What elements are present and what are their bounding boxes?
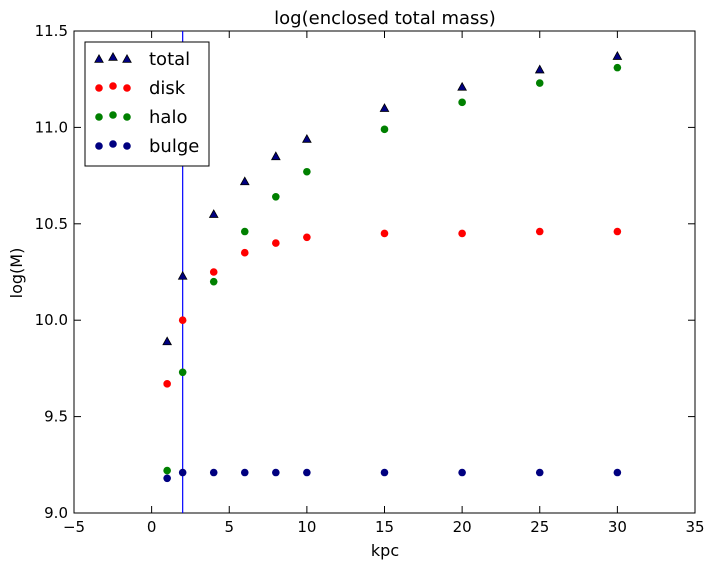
data-point-disk bbox=[303, 233, 311, 242]
y-tick-label: 10.0 bbox=[35, 311, 68, 329]
legend: total disk halo bulge bbox=[84, 41, 210, 167]
y-tick-label: 10.5 bbox=[35, 215, 68, 233]
data-point-bulge bbox=[303, 468, 311, 477]
data-point-halo bbox=[613, 63, 622, 72]
x-tick-label: 30 bbox=[608, 518, 627, 536]
data-point-bulge bbox=[535, 468, 544, 477]
y-tick-label: 11.5 bbox=[35, 22, 68, 40]
legend-marker-total bbox=[108, 51, 118, 61]
data-point-halo bbox=[272, 193, 280, 201]
data-point-total bbox=[612, 51, 623, 60]
data-point-halo bbox=[303, 167, 311, 176]
y-tick-label: 11.0 bbox=[35, 118, 68, 136]
data-point-bulge bbox=[613, 468, 622, 477]
data-point-total bbox=[301, 133, 312, 143]
data-point-disk bbox=[613, 227, 622, 236]
legend-box bbox=[84, 41, 210, 167]
data-point-total bbox=[208, 209, 219, 218]
legend-marker-bulge bbox=[123, 142, 131, 150]
x-axis-label: kpc bbox=[371, 541, 399, 560]
data-point-total bbox=[534, 64, 545, 74]
data-point-bulge bbox=[380, 468, 389, 477]
x-tick-label: 10 bbox=[297, 518, 316, 536]
legend-label-bulge: bulge bbox=[149, 136, 199, 157]
legend-marker-disk bbox=[109, 82, 117, 90]
legend-marker-total bbox=[94, 53, 104, 63]
data-point-halo bbox=[163, 466, 171, 475]
x-tick-label: 35 bbox=[685, 518, 704, 536]
data-point-halo bbox=[380, 125, 389, 134]
y-tick-label: 9.0 bbox=[44, 504, 68, 522]
x-tick-label: 20 bbox=[453, 518, 472, 536]
data-point-halo bbox=[178, 368, 187, 377]
y-tick-label: 9.5 bbox=[44, 408, 68, 426]
legend-marker-halo bbox=[95, 113, 103, 121]
data-point-disk bbox=[458, 229, 466, 238]
data-point-bulge bbox=[272, 468, 280, 477]
legend-label-total: total bbox=[149, 49, 190, 70]
data-point-halo bbox=[240, 227, 249, 236]
x-tick-label: −5 bbox=[63, 518, 85, 536]
data-point-total bbox=[239, 176, 250, 186]
data-point-bulge bbox=[178, 468, 187, 477]
x-tick-label: 0 bbox=[147, 518, 157, 536]
legend-marker-bulge bbox=[109, 140, 117, 148]
legend-marker-halo bbox=[123, 113, 131, 121]
legend-marker-total bbox=[122, 53, 132, 63]
x-tick-label: 25 bbox=[530, 518, 549, 536]
legend-marker-disk bbox=[123, 84, 131, 92]
data-point-disk bbox=[535, 227, 544, 236]
data-point-total bbox=[177, 270, 188, 280]
data-point-halo bbox=[209, 277, 218, 286]
data-point-bulge bbox=[458, 468, 466, 477]
data-point-disk bbox=[209, 268, 218, 276]
legend-label-disk: disk bbox=[149, 78, 186, 99]
x-tick-label: 15 bbox=[375, 518, 394, 536]
chart-title: log(enclosed total mass) bbox=[274, 8, 496, 29]
data-point-bulge bbox=[240, 468, 249, 477]
plot-area: −5 0 5 10 15 20 25 30 35 9.0 9.5 10.0 10.5 11.0 11.5 bbox=[35, 22, 705, 536]
y-axis-label: log(M) bbox=[7, 248, 26, 299]
data-point-disk bbox=[178, 316, 187, 325]
data-point-total bbox=[379, 103, 390, 112]
data-point-halo bbox=[535, 79, 544, 87]
legend-marker-halo bbox=[109, 111, 117, 119]
data-point-total bbox=[162, 336, 173, 346]
data-point-disk bbox=[240, 248, 249, 257]
data-point-disk bbox=[163, 380, 171, 388]
data-point-disk bbox=[272, 239, 280, 247]
legend-label-halo: halo bbox=[149, 107, 187, 128]
x-tick-label: 5 bbox=[224, 518, 234, 536]
data-point-bulge bbox=[163, 474, 171, 483]
data-point-total bbox=[270, 151, 281, 161]
data-point-halo bbox=[458, 98, 466, 107]
data-point-bulge bbox=[209, 468, 218, 477]
data-point-total bbox=[457, 81, 468, 91]
legend-marker-bulge bbox=[95, 142, 103, 150]
legend-marker-disk bbox=[95, 84, 103, 92]
data-point-disk bbox=[380, 229, 389, 238]
